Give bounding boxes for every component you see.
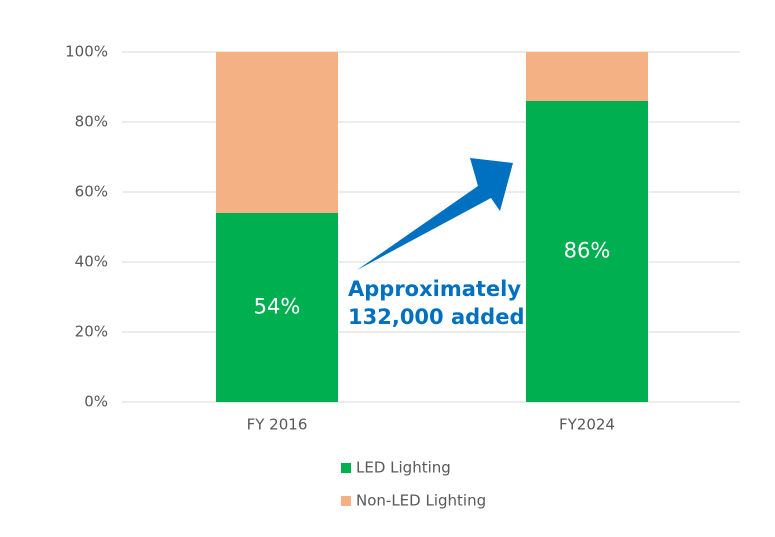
x-tick-label: FY 2016 <box>247 416 308 434</box>
annotation: Approximately <box>348 277 521 301</box>
y-tick-label: 20% <box>75 323 108 341</box>
legend-label: LED Lighting <box>356 459 451 477</box>
y-tick-label: 100% <box>65 43 108 61</box>
value-label: 86% <box>564 239 611 263</box>
arrow <box>357 158 513 270</box>
x-tick-label: FY2024 <box>559 416 615 434</box>
annotation: 132,000 added <box>348 305 524 329</box>
bar-segment <box>216 52 338 213</box>
legend-label: Non-LED Lighting <box>356 492 486 510</box>
y-tick-label: 40% <box>75 253 108 271</box>
y-tick-label: 80% <box>75 113 108 131</box>
value-label: 54% <box>254 295 301 319</box>
legend-swatch <box>341 463 351 473</box>
bar-segment <box>526 52 648 101</box>
bar-segment <box>526 101 648 402</box>
legend-swatch <box>341 496 351 506</box>
bar-segment <box>216 213 338 402</box>
y-tick-label: 60% <box>75 183 108 201</box>
y-tick-label: 0% <box>84 393 108 411</box>
